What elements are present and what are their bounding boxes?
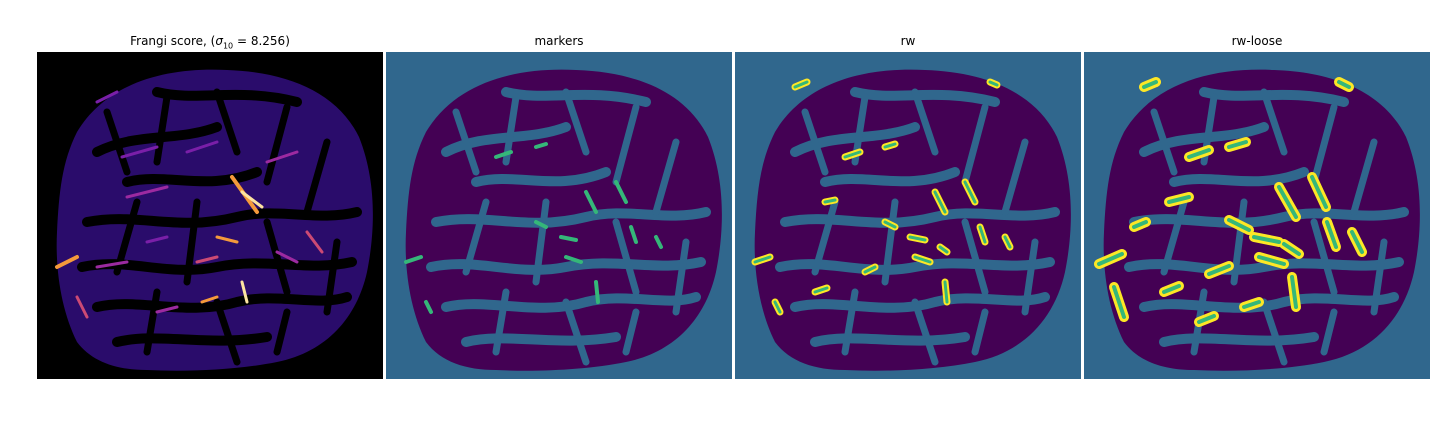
frangi-image	[37, 52, 383, 379]
panel-title-rw: rw	[900, 34, 916, 48]
rw-image	[735, 52, 1081, 379]
panel-title-markers: markers	[534, 34, 584, 48]
frangi-blob	[56, 69, 373, 371]
rw-loose-canvas	[1084, 52, 1430, 379]
rw-canvas	[735, 52, 1081, 379]
title-prefix: Frangi score, (	[130, 34, 216, 48]
frangi-ridges	[55, 90, 324, 319]
title-suffix: = 8.256)	[233, 34, 290, 48]
rw-segments	[753, 80, 1012, 314]
panel-title-rw-loose: rw-loose	[1231, 34, 1283, 48]
sigma-subscript: 10	[222, 41, 234, 51]
markers-image	[386, 52, 732, 379]
panel-title-frangi: Frangi score, (σ10 = 8.256)	[37, 33, 383, 54]
rw-loose-image	[1084, 52, 1430, 379]
rw-loose-segments	[1097, 80, 1364, 324]
sigma-symbol: σ	[215, 34, 223, 48]
marker-segments	[404, 142, 663, 314]
frangi-canvas	[37, 52, 383, 379]
markers-canvas	[386, 52, 732, 379]
